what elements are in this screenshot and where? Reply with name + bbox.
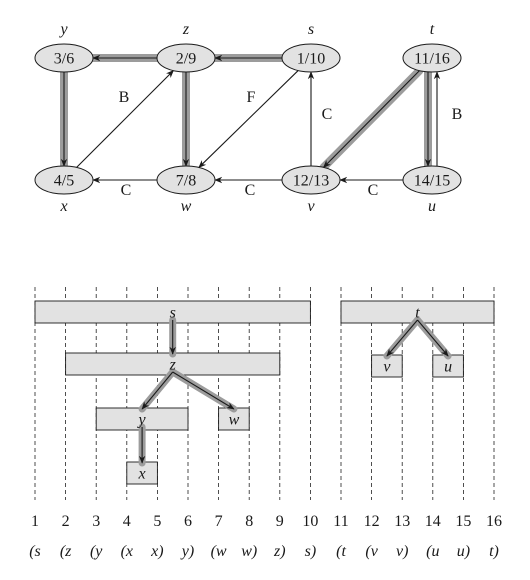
node-name-x: x <box>59 198 67 215</box>
paren-token: u) <box>457 543 470 560</box>
node-z: 2/9 z <box>156 21 216 73</box>
node-times-z: 2/9 <box>176 51 196 68</box>
node-name-s: s <box>308 21 314 38</box>
tree-edge-highlights <box>60 54 432 172</box>
time-tick: 12 <box>364 513 380 530</box>
node-name-v: v <box>307 198 315 215</box>
time-tick: 4 <box>123 513 131 530</box>
node-ellipse-w <box>156 165 216 195</box>
node-times-u: 14/15 <box>414 173 450 190</box>
paren-token: (z <box>60 543 72 560</box>
time-tick: 11 <box>333 513 348 530</box>
time-tick: 13 <box>394 513 410 530</box>
edge-label-s-w: F <box>247 89 256 106</box>
time-tick: 10 <box>302 513 318 530</box>
interval-label-s: s <box>170 305 176 322</box>
time-tick: 6 <box>184 513 192 530</box>
time-tick: 2 <box>62 513 70 530</box>
time-axis: 1 2 3 4 5 6 7 8 9 10 11 12 13 14 15 16 <box>31 513 502 530</box>
node-u: 14/15 u <box>402 165 462 215</box>
node-times-x: 4/5 <box>54 173 74 190</box>
paren-token: (u <box>426 543 439 560</box>
node-name-z: z <box>182 21 190 38</box>
edge-label-v-s: C <box>322 106 333 123</box>
node-ellipse-z <box>156 43 216 73</box>
paren-token: w) <box>241 543 257 560</box>
time-tick: 16 <box>486 513 502 530</box>
node-times-s: 1/10 <box>297 51 325 68</box>
node-times-w: 7/8 <box>176 173 196 190</box>
edge-label-w-x: C <box>121 182 132 199</box>
time-tick: 9 <box>276 513 284 530</box>
node-ellipse-t <box>402 43 462 73</box>
time-tick: 14 <box>425 513 441 530</box>
node-times-t: 11/16 <box>414 51 450 68</box>
paren-token: (x <box>121 543 133 560</box>
node-v: 12/13 v <box>281 165 341 215</box>
node-times-v: 12/13 <box>293 173 329 190</box>
node-ellipse-x <box>34 165 94 195</box>
node-ellipse-s <box>281 43 341 73</box>
paren-token: s) <box>305 543 317 560</box>
edge-label-u-v: C <box>368 182 379 199</box>
node-name-w: w <box>181 198 192 215</box>
node-ellipse-y <box>34 43 94 73</box>
tree-link-t-u <box>417 319 449 357</box>
edge-x-z <box>76 70 174 168</box>
interval-label-y: y <box>137 412 147 429</box>
interval-boxes <box>34 300 495 485</box>
paren-token: v) <box>396 543 408 560</box>
time-tick: 8 <box>245 513 253 530</box>
paren-token: (y <box>90 543 103 560</box>
interval-labels: s z y x w t v u <box>137 305 453 483</box>
graph-edges <box>60 54 441 184</box>
node-s: 1/10 s <box>281 21 341 73</box>
node-t: 11/16 t <box>402 21 462 73</box>
paren-token: (v <box>365 543 378 560</box>
paren-token: t) <box>489 543 499 560</box>
node-ellipse-v <box>281 165 341 195</box>
edge-label-x-z: B <box>119 89 130 106</box>
node-ellipse-u <box>402 165 462 195</box>
tree-links <box>138 319 449 464</box>
edge-labels: B F B C C C C <box>119 89 463 199</box>
interval-label-z: z <box>169 357 177 374</box>
edge-label-u-t: B <box>452 106 463 123</box>
tree-link-z-w <box>172 371 235 410</box>
node-times-y: 3/6 <box>54 51 74 68</box>
paren-token: x) <box>150 543 163 560</box>
time-tick: 7 <box>215 513 223 530</box>
interval-label-u: u <box>444 359 452 376</box>
node-name-y: y <box>58 21 68 38</box>
paren-token: (s <box>29 543 41 560</box>
tree-link-z-y <box>141 371 174 410</box>
interval-label-x: x <box>138 466 146 483</box>
paren-token: (t <box>336 543 346 560</box>
time-tick: 5 <box>153 513 161 530</box>
node-y: 3/6 y <box>34 21 94 73</box>
interval-label-v: v <box>383 359 391 376</box>
edge-label-v-w: C <box>245 182 256 199</box>
paren-token: z) <box>273 543 286 560</box>
node-name-t: t <box>430 21 435 38</box>
interval-label-t: t <box>415 305 420 322</box>
tree-link-t-v <box>386 319 418 357</box>
node-name-u: u <box>428 198 436 215</box>
interval-label-w: w <box>229 412 240 429</box>
parenthesis-row: (s (z (y (x x) y) (w w) z) s) (t (v v) (u u) t) <box>29 543 499 560</box>
time-tick: 3 <box>92 513 100 530</box>
node-w: 7/8 w <box>156 165 216 215</box>
node-x: 4/5 x <box>34 165 94 215</box>
tree-edge-t-v <box>322 70 420 168</box>
dfs-graph: B F B C C C C 3/6 y 2/9 z 1/10 s 11/16 t 4/5 x 7/8 w 12/13… <box>34 21 463 215</box>
paren-token: y) <box>180 543 194 560</box>
paren-token: (w <box>211 543 227 560</box>
time-tick: 1 <box>31 513 39 530</box>
edge-s-w <box>198 70 299 169</box>
parenthesis-structure: s z y x w t v u <box>34 287 495 500</box>
graph-nodes: 3/6 y 2/9 z 1/10 s 11/16 t 4/5 x 7/8 w 12/13 v 14/15 u <box>34 21 462 215</box>
time-tick: 15 <box>455 513 471 530</box>
